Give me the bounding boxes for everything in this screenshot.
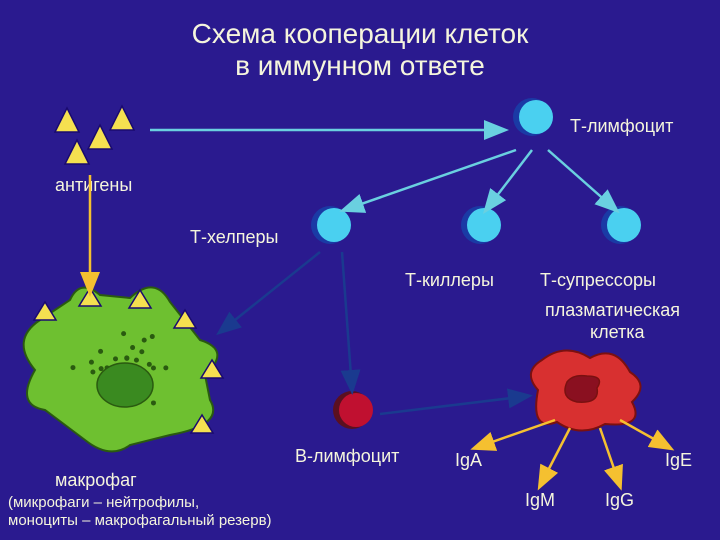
label-igg: IgG: [605, 490, 634, 511]
label-t-killers: Т-киллеры: [405, 270, 494, 291]
label-iga: IgA: [455, 450, 482, 471]
label-macrophage-sub-2: моноциты – макрофагальный резерв): [8, 512, 272, 529]
slide-title: Схема кооперации клеток в иммунном ответ…: [0, 18, 720, 82]
label-macrophage: макрофаг: [55, 470, 137, 491]
label-igm: IgM: [525, 490, 555, 511]
label-macrophage-sub-1: (микрофаги – нейтрофилы,: [8, 494, 199, 511]
label-antigens: антигены: [55, 175, 132, 196]
title-line-2: в иммунном ответе: [0, 50, 720, 82]
title-line-1: Схема кооперации клеток: [0, 18, 720, 50]
label-plasma-cell-2: клетка: [590, 322, 645, 343]
label-b-lymphocyte: В-лимфоцит: [295, 446, 399, 467]
label-t-helpers: Т-хелперы: [190, 227, 278, 248]
label-ige: IgE: [665, 450, 692, 471]
slide: Схема кооперации клеток в иммунном ответ…: [0, 0, 720, 540]
label-plasma-cell-1: плазматическая: [545, 300, 680, 321]
label-t-lymphocyte: Т-лимфоцит: [570, 116, 673, 137]
label-t-suppressors: Т-супрессоры: [540, 270, 656, 291]
